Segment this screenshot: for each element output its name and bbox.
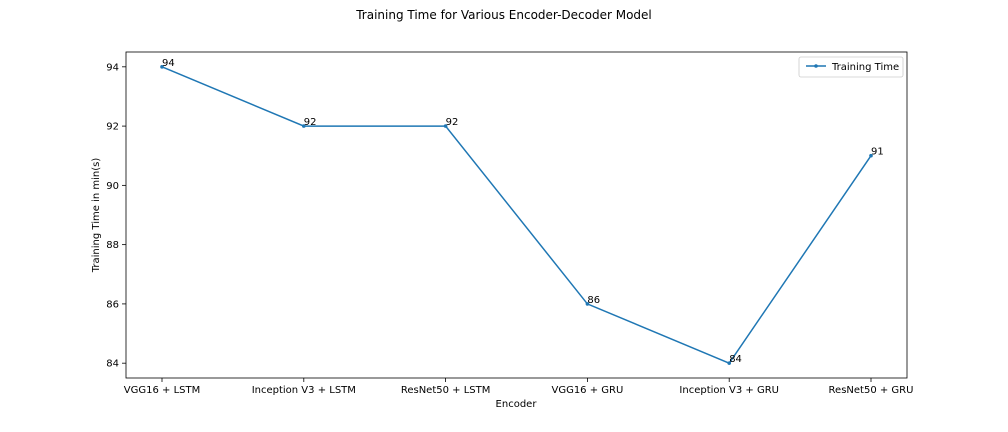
x-tick-label: VGG16 + LSTM [124,385,200,396]
x-tick-label: ResNet50 + GRU [829,385,914,396]
legend-marker [814,64,818,68]
y-tick-label: 88 [106,240,119,251]
y-tick-label: 90 [106,181,119,192]
plot-area [125,51,908,379]
y-tick-label: 92 [106,122,119,133]
x-axis-ticks: VGG16 + LSTM Inception V3 + LSTM ResNet50 … [124,378,914,396]
legend-label: Training Time [831,62,899,73]
x-tick-label: Inception V3 + GRU [679,385,779,396]
y-tick-label: 94 [106,62,119,73]
data-point [727,361,731,365]
legend-box [798,56,904,78]
data-label: 91 [871,147,884,158]
data-point [869,153,873,158]
x-tick-label: ResNet50 + LSTM [401,385,491,396]
data-point [160,65,164,69]
data-label: 84 [729,354,742,365]
data-point [443,124,448,128]
y-tick-label: 84 [106,359,119,370]
y-axis-ticks: 84 86 88 90 92 94 [106,62,126,370]
data-point [585,302,590,306]
chart-title: Training Time for Various Encoder-Decode… [355,8,652,22]
y-tick-label: 86 [106,299,119,310]
data-point [302,124,306,128]
y-axis-label: Training Time in min(s) [91,158,102,274]
data-label: 92 [304,117,317,128]
data-label: 86 [587,295,600,306]
x-tick-label: VGG16 + GRU [551,385,623,396]
series-layer [160,65,873,365]
x-tick-label: Inception V3 + LSTM [252,385,356,396]
data-label: 92 [446,117,459,128]
data-labels: 94 92 92 86 84 91 [162,58,884,365]
series-line [161,66,872,365]
legend: Training Time [798,56,904,78]
x-axis-label: Encoder [496,399,538,410]
data-label: 94 [162,58,175,69]
